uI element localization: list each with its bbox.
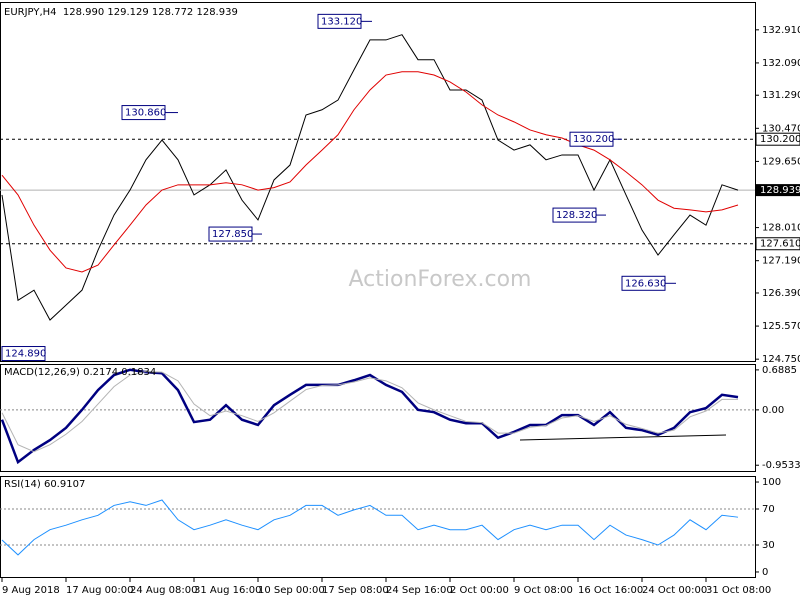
macd-trendline — [519, 434, 727, 441]
series-line — [1, 371, 738, 453]
y-tick-label: 0.6885 — [762, 365, 797, 376]
panel-title: EURJPY,H4 128.990 129.129 128.772 128.93… — [4, 7, 238, 18]
panel-title: MACD(12,26,9) 0.2174 0.1834 — [4, 367, 156, 378]
x-tick-label: 16 Oct 16:00 — [578, 585, 643, 596]
level-label: 127.610 — [760, 239, 800, 250]
annotation-box — [208, 226, 253, 242]
annotation-box — [569, 131, 614, 147]
macd-panel — [0, 364, 756, 472]
y-tick-label: 130.470 — [762, 123, 800, 134]
rsi-panel — [0, 476, 756, 578]
y-tick-label: 30 — [762, 540, 775, 551]
x-tick-label: 24 Aug 08:00 — [130, 585, 197, 596]
annotation-box — [121, 105, 166, 121]
y-tick-label: 100 — [762, 477, 781, 488]
y-tick-label: 128.010 — [762, 223, 800, 234]
annotation-box — [317, 13, 362, 29]
last-price-label: 128.939 — [760, 185, 800, 196]
y-tick-label: 126.390 — [762, 288, 800, 299]
annotation-box — [621, 275, 666, 291]
y-tick-label: -0.9533 — [762, 460, 800, 471]
panel-title: RSI(14) 60.9107 — [4, 479, 85, 490]
x-tick-label: 2 Oct 00:00 — [450, 585, 509, 596]
annotation-label: 128.320 — [556, 210, 597, 221]
y-tick-label: 127.190 — [762, 256, 800, 267]
annotation-label: 124.890 — [5, 349, 46, 360]
y-tick-label: 129.650 — [762, 156, 800, 167]
annotation-label: 127.850 — [212, 229, 253, 240]
annotation-box — [1, 346, 46, 362]
x-tick-label: 24 Sep 16:00 — [386, 585, 453, 596]
x-tick-label: 9 Oct 08:00 — [514, 585, 573, 596]
x-tick-label: 24 Oct 00:00 — [642, 585, 707, 596]
y-tick-label: 125.570 — [762, 321, 800, 332]
annotation-label: 133.120 — [321, 16, 362, 27]
y-tick-label: 131.290 — [762, 90, 800, 101]
series-line — [0, 368, 739, 465]
annotation-label: 126.630 — [625, 278, 666, 289]
y-tick-label: 70 — [762, 504, 775, 515]
level-label: 130.200 — [760, 134, 800, 145]
y-tick-label: 0 — [762, 567, 768, 578]
annotation-label: 130.860 — [125, 108, 166, 119]
x-tick-label: 10 Sep 00:00 — [258, 585, 325, 596]
x-tick-label: 17 Sep 08:00 — [322, 585, 389, 596]
level-label-box — [755, 132, 800, 146]
x-tick-label: 31 Aug 16:00 — [194, 585, 261, 596]
series-line — [1, 34, 739, 321]
x-tick-label: 17 Aug 00:00 — [66, 585, 133, 596]
y-tick-label: 132.910 — [762, 25, 800, 36]
annotation-label: 130.200 — [573, 134, 614, 145]
annotation-box — [552, 207, 597, 223]
chart-layer: 124.750 125.570 126.390 127.190 128.010 129.6… — [0, 7, 800, 596]
series-line — [1, 499, 739, 556]
x-tick-label: 9 Aug 2018 — [2, 585, 60, 596]
price-panel — [0, 2, 756, 362]
y-tick-label: 132.090 — [762, 58, 800, 69]
watermark: ActionForex.com — [349, 267, 532, 292]
series-line — [1, 71, 739, 273]
y-tick-label: 124.750 — [762, 354, 800, 365]
last-price-box — [756, 184, 800, 197]
level-label-box — [755, 237, 800, 251]
y-tick-label: 0.00 — [762, 405, 784, 416]
x-tick-label: 31 Oct 08:00 — [706, 585, 771, 596]
